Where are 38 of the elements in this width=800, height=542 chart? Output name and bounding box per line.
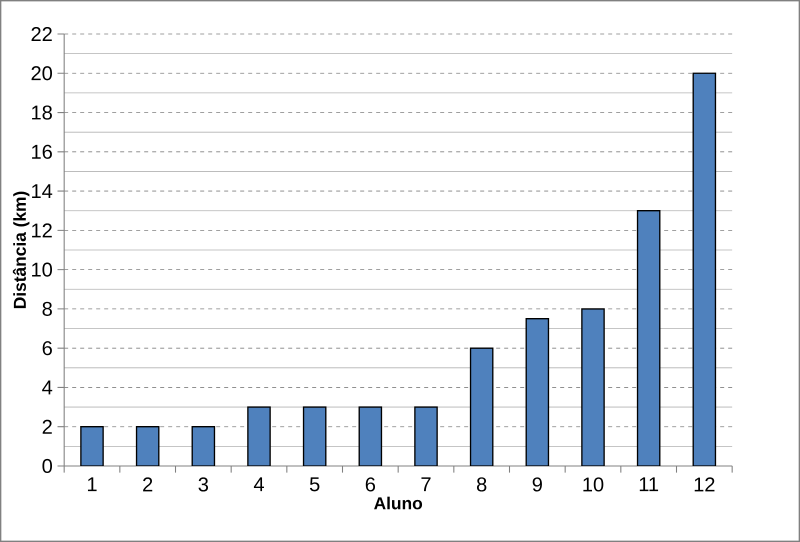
bar xyxy=(636,210,660,466)
y-tick-label: 10 xyxy=(32,262,52,277)
bar xyxy=(247,406,271,466)
bar xyxy=(414,406,438,466)
bar xyxy=(692,72,716,466)
x-tick-label: 3 xyxy=(198,477,208,492)
x-tick-label: 7 xyxy=(421,477,431,492)
y-tick-label: 22 xyxy=(32,27,52,41)
x-tick-label: 5 xyxy=(310,477,320,492)
bar xyxy=(136,426,160,466)
x-tick-label: 10 xyxy=(583,477,604,492)
bar xyxy=(526,318,550,466)
y-tick-label: 0 xyxy=(42,458,52,474)
y-tick-label: 18 xyxy=(32,105,52,120)
bar xyxy=(581,308,605,466)
x-axis-title: Aluno xyxy=(374,496,422,510)
x-tick-label: 12 xyxy=(694,477,714,492)
y-tick-label: 12 xyxy=(32,223,52,238)
y-tick-label: 8 xyxy=(42,302,52,316)
y-axis-title: Distância (km) xyxy=(12,192,30,308)
x-tick-label: 2 xyxy=(143,477,152,492)
y-tick-label: 14 xyxy=(32,184,52,198)
y-tick-label: 6 xyxy=(42,341,52,356)
y-tick-label: 16 xyxy=(32,144,52,159)
bar xyxy=(80,426,104,466)
x-tick-label: 4 xyxy=(254,477,264,492)
bar xyxy=(470,348,494,466)
y-tick-label: 4 xyxy=(42,380,52,394)
bar xyxy=(358,406,382,466)
x-tick-label: 11 xyxy=(640,477,658,492)
bar xyxy=(192,426,216,466)
x-tick-label: 8 xyxy=(476,477,486,492)
bar xyxy=(302,406,326,466)
x-tick-label: 6 xyxy=(366,477,376,492)
x-tick-label: 9 xyxy=(532,477,542,492)
y-tick-label: 2 xyxy=(42,420,52,434)
y-tick-label: 20 xyxy=(32,66,52,80)
x-tick-label: 1 xyxy=(88,477,97,492)
